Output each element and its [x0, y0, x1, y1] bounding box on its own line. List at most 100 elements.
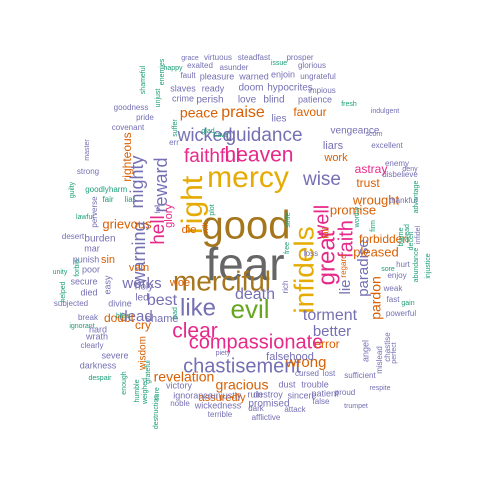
- word-deceit: deceit: [408, 232, 415, 251]
- word-mar: mar: [84, 243, 100, 253]
- word-vengeance: vengeance: [331, 126, 380, 137]
- word-praise: praise: [221, 104, 265, 121]
- word-liar: liar: [125, 195, 136, 204]
- word-strife: strife: [285, 212, 292, 227]
- word-loss: loss: [304, 249, 318, 258]
- word-regard: regard: [339, 254, 348, 277]
- word-peace: peace: [180, 105, 218, 121]
- word-err: err: [169, 138, 179, 147]
- word-chastise: chastise: [383, 332, 392, 362]
- word-woe: woe: [169, 277, 190, 289]
- word-blame: blame: [398, 227, 405, 246]
- word-injustice: injustice: [425, 253, 432, 278]
- word-torment: torment: [303, 307, 358, 324]
- word-victory: victory: [166, 380, 193, 390]
- word-hard: hard: [89, 324, 107, 334]
- word-crime: crime: [172, 93, 194, 103]
- word-works: works: [121, 275, 161, 292]
- word-wrong: wrong: [285, 354, 327, 371]
- word-thankful: thankful: [389, 196, 417, 205]
- word-firm: firm: [370, 220, 377, 232]
- word-ready: ready: [202, 83, 225, 93]
- word-disbelieve: disbelieve: [382, 170, 418, 179]
- word-goodness: goodness: [114, 103, 149, 112]
- word-mighty: mighty: [127, 155, 147, 208]
- word-pride: pride: [136, 113, 154, 122]
- word-liars: liars: [323, 140, 344, 152]
- word-harm: harm: [109, 185, 128, 194]
- word-desert: desert: [62, 232, 85, 241]
- word-vain: vain: [129, 262, 149, 274]
- word-compassionate: compassionate: [189, 331, 324, 353]
- word-slaves: slaves: [170, 83, 196, 93]
- word-lies: lies: [271, 114, 286, 125]
- word-angel: angel: [360, 340, 370, 362]
- word-poor: poor: [82, 264, 100, 274]
- word-clear: clear: [172, 320, 218, 343]
- word-cave: cave: [214, 132, 229, 139]
- word-easy: easy: [102, 275, 112, 295]
- word-proud: proud: [335, 388, 355, 397]
- word-ignorance: ignorance: [173, 390, 213, 400]
- word-fast: fast: [387, 295, 401, 304]
- word-noble: noble: [170, 399, 190, 408]
- word-love: love: [238, 95, 257, 106]
- word-forbidden: forbidden: [359, 232, 409, 246]
- word-exalted: exalted: [187, 61, 213, 70]
- word-weighed: weighed: [142, 378, 149, 405]
- word-great: great: [313, 230, 340, 285]
- word-right: right: [176, 175, 209, 234]
- word-died: died: [80, 287, 97, 297]
- word-wise: wise: [302, 169, 341, 190]
- word-lie: lie: [337, 279, 354, 294]
- word-cursed: cursed: [295, 369, 319, 378]
- word-trumpet: trumpet: [344, 403, 368, 410]
- word-master: master: [84, 139, 91, 161]
- word-gracious: gracious: [216, 377, 269, 393]
- word-shameful: shameful: [140, 65, 147, 94]
- word-like: like: [180, 294, 216, 321]
- word-divine: divine: [108, 298, 132, 308]
- word-merciful: merciful: [173, 265, 271, 296]
- word-favour: favour: [293, 105, 326, 119]
- word-well: well: [311, 205, 333, 240]
- word-hurt: hurt: [396, 260, 411, 269]
- word-mislead: mislead: [375, 346, 384, 374]
- word-patient: patient: [311, 388, 339, 398]
- word-death: death: [235, 286, 275, 303]
- word-steadfast: steadfast: [238, 53, 271, 62]
- word-glad: glad: [201, 128, 214, 135]
- word-worthy: worthy: [354, 206, 361, 228]
- word-dust: dust: [278, 379, 296, 389]
- word-ruin: ruin: [247, 389, 262, 399]
- word-righteous: righteous: [120, 132, 134, 181]
- word-humble: humble: [134, 379, 141, 402]
- word-doubt: doubt: [104, 311, 135, 325]
- word-attack: attack: [284, 405, 306, 414]
- word-sufficient: sufficient: [344, 371, 376, 380]
- word-suffer: suffer: [172, 119, 179, 137]
- word-prosper: prosper: [286, 53, 313, 62]
- word-bliss: bliss: [116, 313, 131, 320]
- word-falsehood: falsehood: [266, 351, 314, 363]
- word-destruction: destruction: [153, 395, 160, 429]
- word-wickedness: wickedness: [194, 400, 242, 410]
- word-fault: fault: [180, 71, 196, 80]
- word-subjected: subjected: [54, 299, 88, 308]
- word-punish: punish: [73, 254, 100, 264]
- word-best: best: [147, 292, 178, 309]
- word-glory: glory: [163, 204, 175, 228]
- word-infidels: infidels: [288, 226, 319, 313]
- word-pleased: pleased: [353, 244, 399, 259]
- word-respite: respite: [369, 385, 390, 392]
- word-sure: sure: [154, 387, 161, 401]
- word-pleasure: pleasure: [200, 71, 235, 81]
- word-enough: enough: [121, 371, 128, 394]
- word-ignorant: ignorant: [69, 323, 94, 330]
- word-reward: reward: [151, 157, 171, 212]
- word-assuredly: assuredly: [198, 392, 246, 404]
- word-wrought: wrought: [352, 192, 400, 207]
- word-unjust: unjust: [155, 89, 162, 108]
